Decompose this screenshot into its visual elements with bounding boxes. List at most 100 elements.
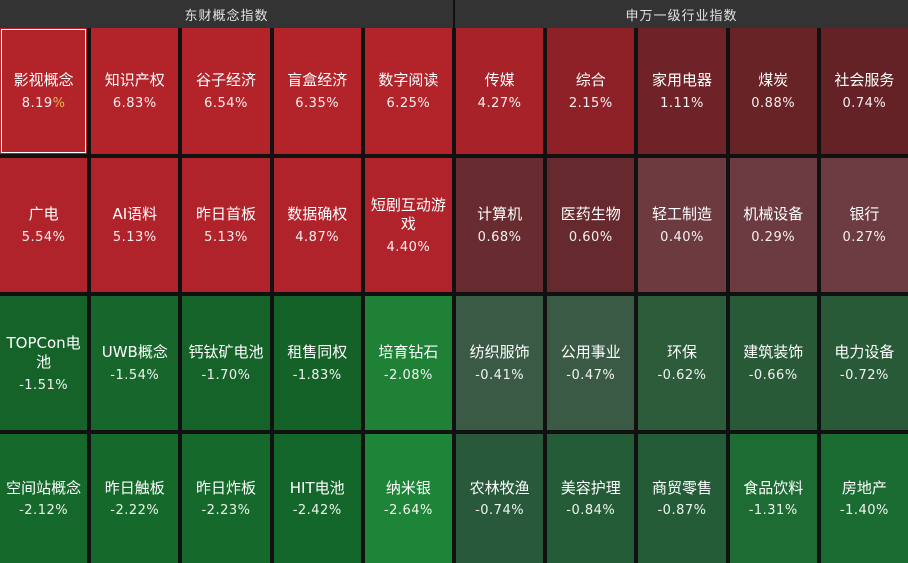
cell-percent: 1.11%	[660, 95, 704, 111]
heatmap-cell[interactable]: 知识产权 6.83%	[91, 28, 179, 154]
heatmap-cell[interactable]: 环保 -0.62%	[638, 296, 726, 430]
cell-label: 传媒	[484, 71, 515, 90]
cell-percent: -0.72%	[839, 367, 889, 383]
cell-percent: -0.84%	[566, 503, 616, 519]
header-right-title: 申万一级行业指数	[455, 0, 908, 28]
cell-percent: 6.35%	[295, 95, 340, 111]
heatmap-cell[interactable]: 银行 0.27%	[820, 158, 908, 292]
cell-label: 空间站概念	[6, 478, 82, 497]
heatmap-cell[interactable]: TOPCon电池 -1.51%	[0, 296, 88, 430]
heatmap-cell[interactable]: 培育钻石 -2.08%	[364, 296, 452, 430]
cell-percent: 0.40%	[660, 229, 704, 245]
heatmap-cell[interactable]: 盲盒经济 6.35%	[273, 28, 361, 154]
cell-label: 培育钻石	[378, 343, 439, 362]
heatmap-cell[interactable]: 传媒 4.27%	[455, 28, 544, 154]
cell-label: 计算机	[477, 205, 523, 224]
heatmap-cell[interactable]: 影视概念 8.19%	[0, 28, 88, 154]
heatmap-cell[interactable]: 昨日首板 5.13%	[182, 158, 270, 292]
cell-percent: 4.40%	[386, 239, 431, 255]
cell-percent: -0.62%	[657, 367, 707, 383]
cell-label: 农林牧渔	[469, 478, 530, 497]
heatmap-cell[interactable]: UWB概念 -1.54%	[91, 296, 179, 430]
cell-label: 昨日触板	[104, 478, 165, 497]
cell-label: AI语料	[112, 205, 158, 224]
cell-label: 综合	[575, 71, 606, 90]
heatmap-cell[interactable]: 钙钛矿电池 -1.70%	[182, 296, 270, 430]
cell-label: 社会服务	[834, 71, 895, 90]
cell-label: 影视概念	[13, 71, 74, 90]
cell-label: 医药生物	[560, 205, 621, 224]
heatmap-cell[interactable]: 广电 5.54%	[0, 158, 88, 292]
heatmap-cell[interactable]: 纺织服饰 -0.41%	[455, 296, 544, 430]
cell-label: 昨日炸板	[195, 478, 256, 497]
cell-label: 昨日首板	[195, 205, 256, 224]
cell-label: 纳米银	[385, 478, 431, 497]
heatmap-cell[interactable]: 煤炭 0.88%	[729, 28, 817, 154]
cell-label: 租售同权	[287, 343, 348, 362]
cell-percent: 4.87%	[295, 229, 340, 245]
header-row: 东财概念指数 申万一级行业指数	[0, 0, 908, 28]
heatmap-cell[interactable]: 谷子经济 6.54%	[182, 28, 270, 154]
cell-percent: 8.19%	[22, 96, 66, 111]
percent-sign-gold: %	[52, 95, 66, 111]
cell-percent: -1.31%	[748, 503, 798, 519]
cell-label: 电力设备	[834, 343, 895, 362]
cell-label: 机械设备	[743, 205, 804, 224]
heatmap-cell[interactable]: 社会服务 0.74%	[820, 28, 908, 154]
heatmap-cell[interactable]: 食品饮料 -1.31%	[729, 434, 817, 563]
heatmap-cell[interactable]: HIT电池 -2.42%	[273, 434, 361, 563]
heatmap-cell[interactable]: 昨日炸板 -2.23%	[182, 434, 270, 563]
cell-label: 煤炭	[758, 71, 789, 90]
cell-percent: 0.68%	[477, 229, 522, 245]
cell-percent: 5.13%	[112, 229, 157, 245]
percent-digits: 8.19	[21, 95, 53, 111]
cell-percent: 6.54%	[204, 95, 248, 111]
heatmap-cell[interactable]: 数字阅读 6.25%	[364, 28, 452, 154]
heatmap-cell[interactable]: 美容护理 -0.84%	[547, 434, 635, 563]
heatmap-cell[interactable]: 家用电器 1.11%	[638, 28, 726, 154]
heatmap-cell[interactable]: AI语料 5.13%	[91, 158, 179, 292]
cell-label: 房地产	[841, 478, 887, 497]
heatmap-cell[interactable]: 农林牧渔 -0.74%	[455, 434, 544, 563]
cell-percent: -2.22%	[110, 503, 160, 519]
cell-label: 谷子经济	[195, 71, 256, 90]
cell-label: 美容护理	[560, 478, 621, 497]
heatmap-cell[interactable]: 房地产 -1.40%	[820, 434, 908, 563]
heatmap-cell[interactable]: 昨日触板 -2.22%	[91, 434, 179, 563]
cell-percent: -1.51%	[19, 377, 69, 393]
heatmap-cell[interactable]: 机械设备 0.29%	[729, 158, 817, 292]
heatmap-cell[interactable]: 短剧互动游戏 4.40%	[364, 158, 452, 292]
cell-percent: 6.83%	[112, 95, 157, 111]
heatmap-cell[interactable]: 医药生物 0.60%	[547, 158, 635, 292]
cell-percent: 0.27%	[842, 229, 887, 245]
heatmap-cell[interactable]: 空间站概念 -2.12%	[0, 434, 88, 563]
heatmap-cell[interactable]: 纳米银 -2.64%	[364, 434, 452, 563]
cell-percent: -2.64%	[383, 503, 433, 519]
cell-percent: -1.40%	[839, 503, 889, 519]
heatmap-cell[interactable]: 建筑装饰 -0.66%	[729, 296, 817, 430]
cell-label: 盲盒经济	[287, 71, 348, 90]
cell-percent: -2.08%	[383, 367, 433, 383]
cell-percent: -2.23%	[201, 503, 251, 519]
cell-percent: 0.29%	[751, 229, 796, 245]
cell-percent: -2.12%	[19, 503, 69, 519]
heatmap-cell[interactable]: 电力设备 -0.72%	[820, 296, 908, 430]
heatmap-cell[interactable]: 公用事业 -0.47%	[547, 296, 635, 430]
cell-percent: -2.42%	[292, 503, 342, 519]
cell-percent: 4.27%	[477, 95, 522, 111]
cell-label: 知识产权	[104, 71, 165, 90]
cell-label: 商贸零售	[651, 478, 712, 497]
heatmap-grid: 影视概念 8.19% 知识产权 6.83% 谷子经济 6.54% 盲盒经济 6.35% 数字阅读…	[0, 28, 908, 563]
heatmap-cell[interactable]: 租售同权 -1.83%	[273, 296, 361, 430]
heatmap-cell[interactable]: 综合 2.15%	[547, 28, 635, 154]
heatmap-cell[interactable]: 计算机 0.68%	[455, 158, 544, 292]
heatmap-cell[interactable]: 商贸零售 -0.87%	[638, 434, 726, 563]
heatmap-cell[interactable]: 轻工制造 0.40%	[638, 158, 726, 292]
heatmap-cell[interactable]: 数据确权 4.87%	[273, 158, 361, 292]
cell-percent: 5.54%	[21, 229, 66, 245]
cell-percent: 0.74%	[842, 95, 887, 111]
header-left-title: 东财概念指数	[0, 0, 453, 28]
cell-label: 广电	[28, 205, 59, 224]
cell-percent: -0.66%	[748, 367, 798, 383]
